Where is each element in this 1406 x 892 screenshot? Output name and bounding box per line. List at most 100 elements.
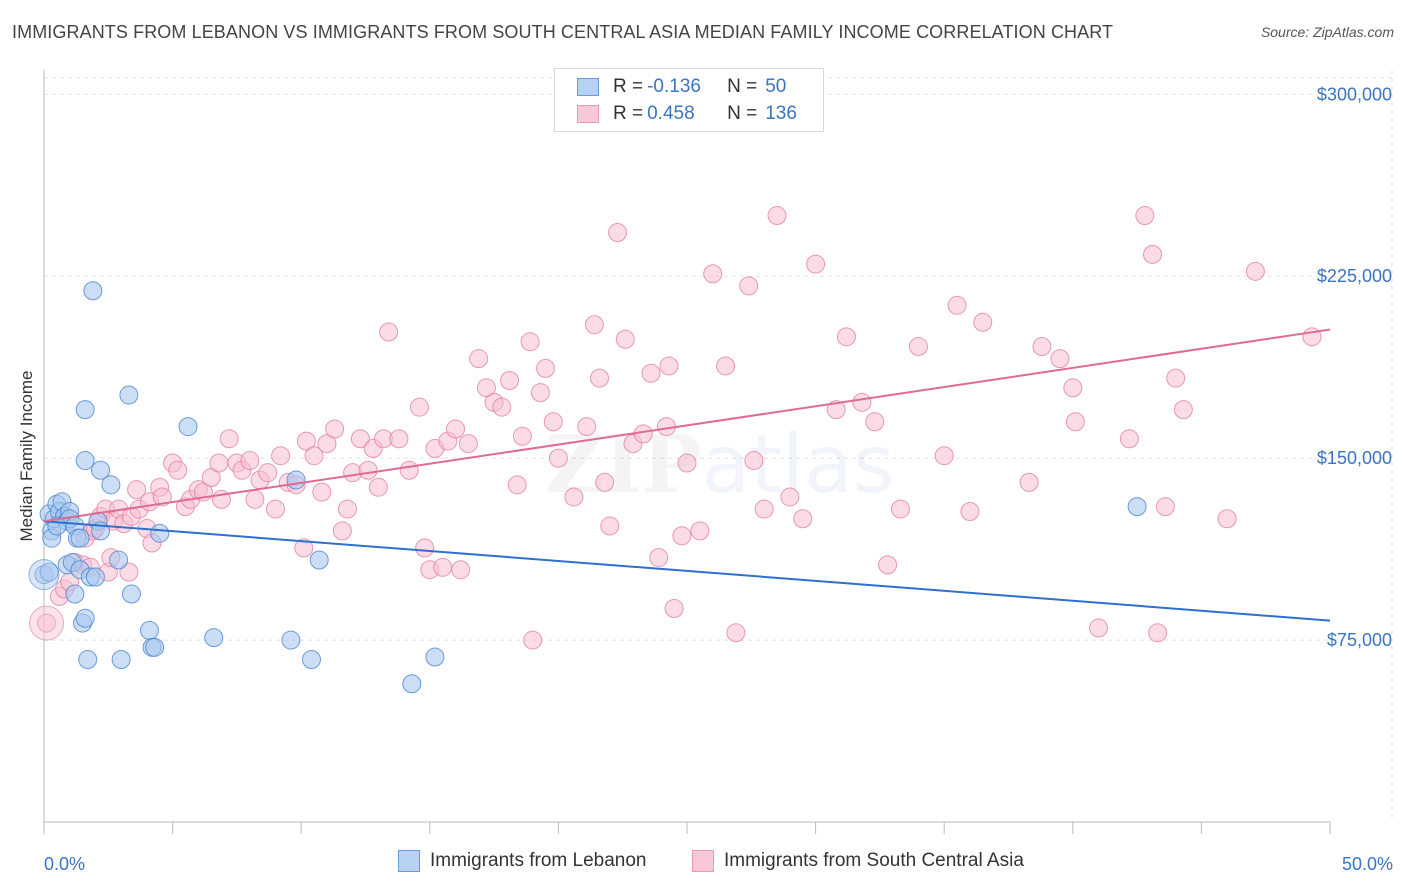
point-south-central-asia: [1050, 349, 1070, 369]
point-south-central-asia: [476, 378, 496, 398]
point-south-central-asia: [793, 509, 813, 529]
point-south-central-asia: [294, 538, 314, 558]
axes: [43, 70, 1331, 834]
x-tick-label-min: 0.0%: [44, 854, 85, 874]
point-south-central-asia: [312, 482, 332, 502]
point-south-central-asia: [258, 463, 278, 483]
point-south-central-asia-cluster: [29, 605, 65, 641]
point-south-central-asia: [507, 475, 527, 495]
point-south-central-asia: [1148, 623, 1168, 643]
point-lebanon: [91, 460, 111, 480]
point-lebanon: [39, 562, 59, 582]
point-lebanon: [121, 584, 141, 604]
legend-n-value: 136: [765, 103, 797, 124]
point-south-central-asia: [726, 623, 746, 643]
point-south-central-asia: [433, 557, 453, 577]
point-south-central-asia: [37, 613, 57, 633]
point-south-central-asia: [1143, 244, 1163, 264]
point-south-central-asia: [389, 429, 409, 449]
bottom-legend-lebanon: Immigrants from Lebanon: [398, 850, 647, 872]
point-lebanon: [425, 647, 445, 667]
point-south-central-asia: [1217, 509, 1237, 529]
point-lebanon: [75, 400, 95, 420]
point-south-central-asia: [245, 489, 265, 509]
chart-source: Source: ZipAtlas.com: [1260, 24, 1394, 40]
point-lebanon: [301, 649, 321, 669]
point-south-central-asia: [415, 538, 435, 558]
point-south-central-asia: [1166, 368, 1186, 388]
point-south-central-asia: [240, 451, 260, 471]
point-south-central-asia: [1063, 378, 1083, 398]
point-south-central-asia: [296, 431, 316, 451]
point-south-central-asia: [325, 419, 345, 439]
point-lebanon: [109, 550, 129, 570]
point-south-central-asia: [716, 356, 736, 376]
point-south-central-asia: [152, 487, 172, 507]
legend-row-lebanon: R = -0.136 N = 50: [577, 74, 786, 100]
point-south-central-asia: [672, 526, 692, 546]
trend-line-lebanon: [43, 520, 1331, 622]
axis-labels: $75,000 $150,000 $225,000 $300,000 0.0% 50.0%…: [17, 84, 1393, 874]
point-south-central-asia: [119, 562, 139, 582]
gridlines: [44, 70, 1393, 822]
point-south-central-asia: [744, 451, 764, 471]
point-south-central-asia: [690, 521, 710, 541]
bottom-legend-sca: Immigrants from South Central Asia: [692, 850, 1024, 872]
point-south-central-asia: [523, 630, 543, 650]
point-south-central-asia: [1089, 618, 1109, 638]
point-lebanon: [139, 620, 159, 640]
point-south-central-asia: [451, 560, 471, 580]
trend-line-south-central-asia: [43, 328, 1331, 523]
legend-r-label: R =: [613, 76, 644, 97]
point-south-central-asia: [890, 499, 910, 519]
point-lebanon: [78, 649, 98, 669]
point-south-central-asia: [201, 468, 221, 488]
point-south-central-asia: [332, 521, 352, 541]
point-south-central-asia: [492, 397, 512, 417]
point-south-central-asia: [865, 412, 885, 432]
legend-r-value: -0.136: [647, 76, 701, 97]
point-south-central-asia: [1173, 400, 1193, 420]
point-south-central-asia: [368, 477, 388, 497]
point-south-central-asia: [469, 349, 489, 369]
legend-r-value: 0.458: [647, 103, 695, 124]
point-lebanon: [204, 628, 224, 648]
point-south-central-asia: [1245, 261, 1265, 281]
point-south-central-asia: [564, 487, 584, 507]
sca-legend-label: Immigrants from South Central Asia: [724, 850, 1024, 871]
point-south-central-asia: [595, 472, 615, 492]
point-south-central-asia: [317, 434, 337, 454]
y-tick-label: $225,000: [1317, 266, 1392, 286]
point-south-central-asia: [659, 356, 679, 376]
point-south-central-asia: [337, 499, 357, 519]
y-axis-title: Median Family Income: [17, 370, 36, 541]
point-south-central-asia: [836, 327, 856, 347]
point-lebanon: [178, 417, 198, 437]
point-south-central-asia: [265, 499, 285, 519]
point-south-central-asia: [947, 295, 967, 315]
point-south-central-asia: [767, 206, 787, 226]
point-south-central-asia: [754, 499, 774, 519]
point-south-central-asia: [806, 254, 826, 274]
correlation-legend: R = -0.136 N = 50 R = 0.458 N = 136: [554, 68, 824, 132]
y-tick-label: $150,000: [1317, 448, 1392, 468]
point-south-central-asia: [1155, 497, 1175, 517]
legend-n-label: N =: [727, 103, 758, 124]
point-lebanon: [65, 584, 85, 604]
point-south-central-asia: [358, 460, 378, 480]
point-south-central-asia: [379, 322, 399, 342]
point-south-central-asia: [458, 434, 478, 454]
point-south-central-asia: [399, 460, 419, 480]
x-tick-label-max: 50.0%: [1342, 854, 1393, 874]
point-south-central-asia: [608, 223, 628, 243]
legend-r-label: R =: [613, 103, 644, 124]
point-south-central-asia: [577, 417, 597, 437]
point-lebanon: [1127, 497, 1147, 517]
point-lebanon: [70, 528, 90, 548]
point-south-central-asia: [1135, 206, 1155, 226]
point-south-central-asia: [703, 264, 723, 284]
point-lebanon: [101, 475, 121, 495]
point-lebanon: [281, 630, 301, 650]
watermark-text: ZIPatlas: [545, 417, 894, 511]
point-south-central-asia: [1032, 337, 1052, 357]
